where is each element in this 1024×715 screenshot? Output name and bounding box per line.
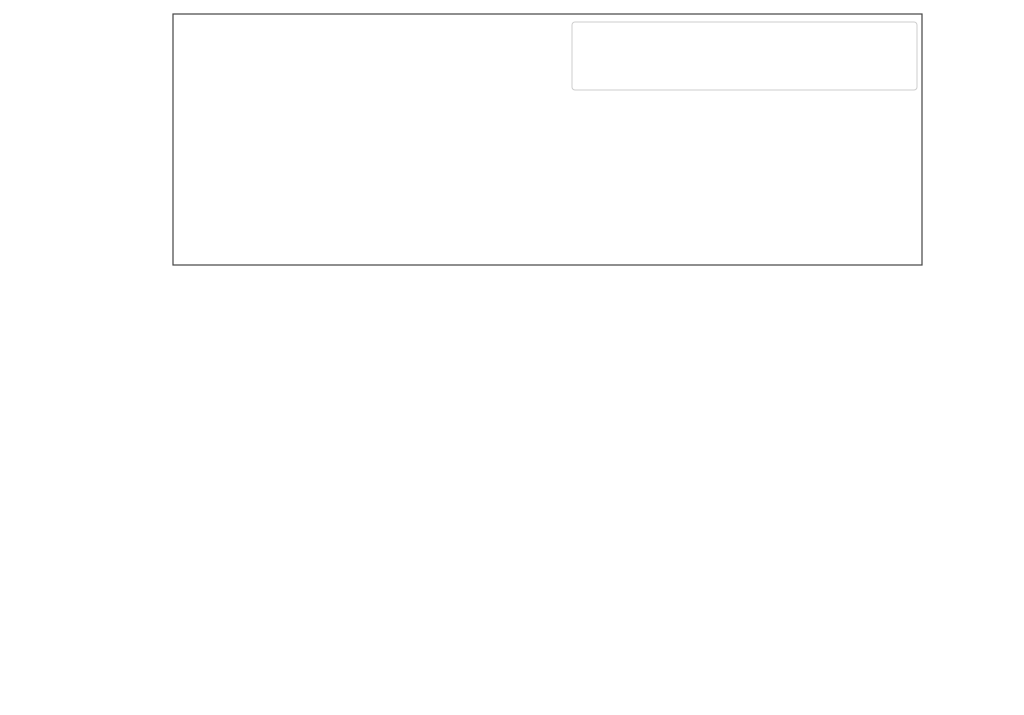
top-axes-frame [172, 13, 923, 266]
legend-box [571, 21, 918, 91]
legend [571, 21, 918, 91]
transit-spectrum-panel [172, 13, 923, 266]
